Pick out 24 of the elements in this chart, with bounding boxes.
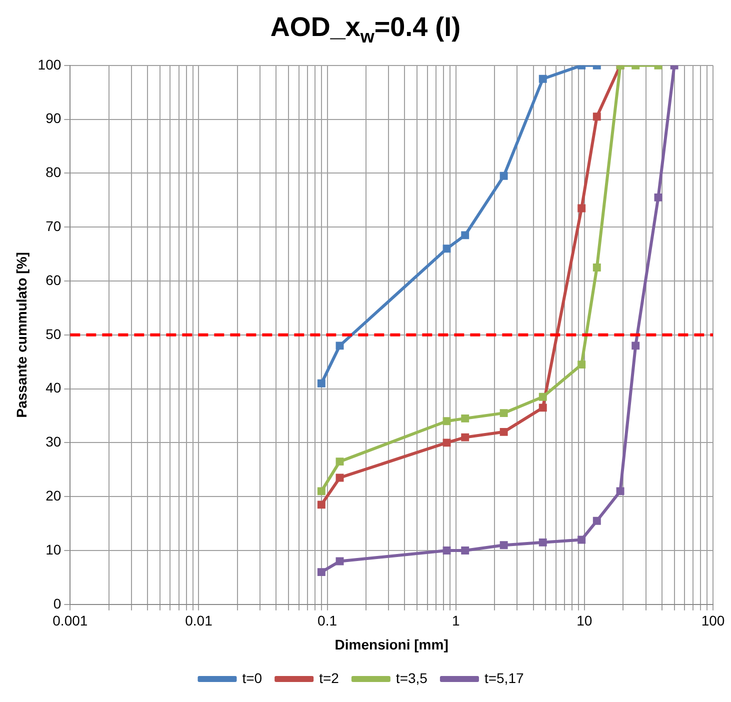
chart-title: AOD_x$_{w}$=0.4 (I): [269, 11, 462, 48]
y-tick-label: 90: [46, 110, 62, 126]
legend-label: t=5,17: [484, 670, 524, 686]
y-tick-label: 40: [46, 380, 62, 396]
y-tick-label: 30: [46, 434, 62, 450]
x-tick-label: 10: [576, 612, 592, 629]
y-tick-label: 80: [46, 164, 62, 180]
y-tick-label: 20: [46, 487, 62, 504]
x-tick-label: 0.1: [318, 612, 338, 629]
y-tick-label: 10: [46, 541, 62, 558]
x-tick-label: 1: [452, 612, 460, 629]
y-tick-label: 60: [46, 272, 62, 288]
legend-label: t=0: [242, 670, 262, 686]
x-tick-label: 0.001: [52, 612, 88, 629]
y-axis-title: Passante cummulato [%]: [13, 252, 30, 418]
legend-label: t=3,5: [396, 670, 428, 686]
y-tick-label: 0: [53, 595, 62, 612]
legend-label: t=2: [319, 670, 340, 686]
y-tick-label: 100: [38, 56, 62, 72]
y-tick-label: 70: [46, 218, 62, 234]
x-tick-label: 0.01: [185, 612, 213, 629]
x-tick-label: 100: [701, 612, 725, 629]
x-axis-title: Dimensioni [mm]: [334, 636, 448, 652]
y-tick-label: 50: [46, 326, 62, 342]
